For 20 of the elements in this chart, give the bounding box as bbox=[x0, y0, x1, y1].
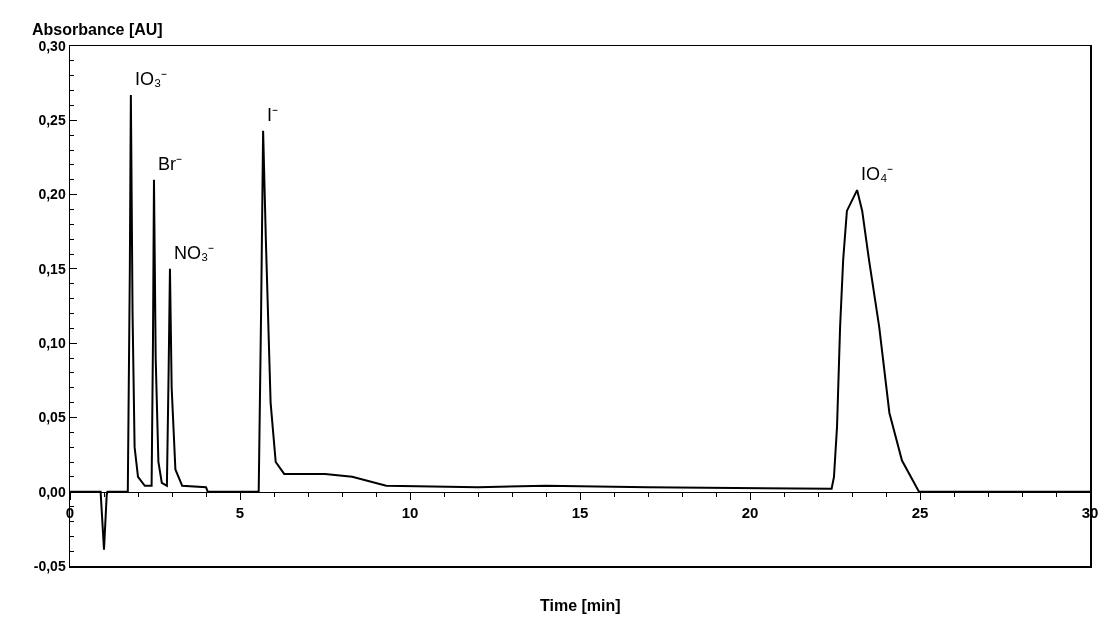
annotation: Br⁻ bbox=[158, 154, 182, 174]
y-tick-label: 0,25 bbox=[38, 112, 66, 129]
x-tick-label: 20 bbox=[741, 504, 759, 522]
x-axis-title: Time [min] bbox=[540, 597, 621, 614]
y-tick-label: 0,10 bbox=[38, 335, 66, 352]
annotation: NO₃⁻ bbox=[174, 243, 215, 263]
annotation: IO₃⁻ bbox=[135, 69, 168, 89]
x-tick-label: 15 bbox=[571, 504, 589, 522]
annotation: I⁻ bbox=[267, 105, 279, 125]
y-tick-label: 0,15 bbox=[38, 260, 66, 277]
x-tick-label: 10 bbox=[401, 504, 419, 522]
y-tick-label: 0,30 bbox=[38, 37, 66, 54]
y-tick-label: 0,05 bbox=[38, 409, 66, 426]
y-tick-label: 0,00 bbox=[38, 483, 66, 500]
y-tick-label: 0,20 bbox=[38, 186, 66, 203]
x-tick-label: 25 bbox=[911, 504, 929, 522]
y-axis-title: Absorbance [AU] bbox=[32, 21, 163, 38]
x-tick-label: 5 bbox=[235, 504, 245, 522]
annotation: IO₄⁻ bbox=[861, 164, 894, 184]
y-tick-label: -0,05 bbox=[33, 557, 66, 574]
